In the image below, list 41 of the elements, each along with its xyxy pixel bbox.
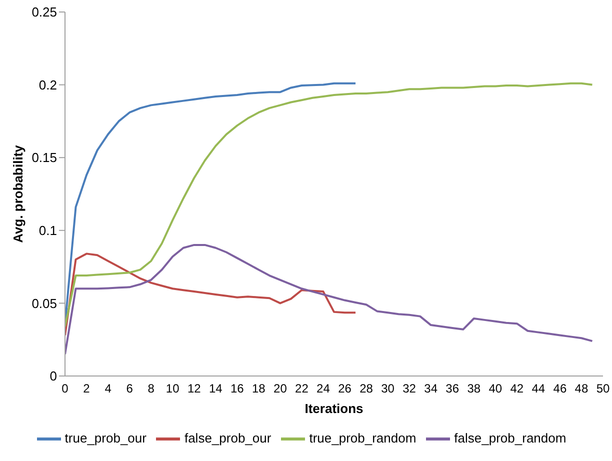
- x-tick-label: 38: [467, 382, 481, 396]
- y-tick-label: 0.1: [38, 223, 57, 238]
- x-tick-label: 6: [126, 382, 134, 396]
- y-axis-title: Avg. probability: [10, 144, 26, 243]
- x-tick-label: 36: [446, 382, 460, 396]
- y-tick-label: 0.05: [32, 296, 57, 311]
- x-tick-label: 34: [424, 382, 438, 396]
- x-tick-label: 28: [360, 382, 374, 396]
- x-tick-label: 4: [104, 382, 112, 396]
- x-tick-label: 8: [148, 382, 155, 396]
- line-series: [65, 82, 594, 328]
- line-series: [65, 244, 594, 356]
- x-tick-label: 10: [166, 382, 180, 396]
- legend-label: false_prob_random: [454, 430, 566, 446]
- x-tick-label: 50: [596, 382, 610, 396]
- x-tick-label: 30: [381, 382, 395, 396]
- x-tick-label: 48: [574, 382, 588, 396]
- legend-label: true_prob_random: [309, 430, 416, 446]
- y-tick-label: 0.15: [32, 150, 57, 166]
- x-tick-label: 26: [338, 382, 352, 396]
- x-tick-label: 2: [83, 382, 90, 396]
- x-axis-title: Iterations: [304, 401, 364, 416]
- x-tick-label: 18: [252, 382, 266, 396]
- x-tick-label: 32: [402, 382, 416, 396]
- x-tick-label: 24: [316, 382, 330, 396]
- line-series: [65, 252, 357, 336]
- y-tick-label: 0.2: [38, 77, 57, 92]
- legend-label: true_prob_our: [64, 430, 146, 446]
- x-tick-label: 14: [208, 382, 223, 396]
- y-tick-label: 0: [50, 368, 57, 384]
- x-tick-label: 22: [295, 382, 309, 396]
- x-tick-label: 16: [230, 382, 244, 396]
- y-tick-label: 0.25: [32, 4, 57, 20]
- x-tick-label: 20: [274, 382, 288, 396]
- legend-label: false_prob_our: [184, 430, 272, 446]
- x-tick-label: 44: [532, 382, 546, 396]
- x-tick-label: 46: [553, 382, 567, 396]
- x-tick-label: 12: [187, 382, 202, 396]
- x-tick-label: 42: [510, 382, 524, 396]
- x-tick-label: 0: [62, 382, 69, 396]
- x-tick-label: 40: [488, 382, 502, 396]
